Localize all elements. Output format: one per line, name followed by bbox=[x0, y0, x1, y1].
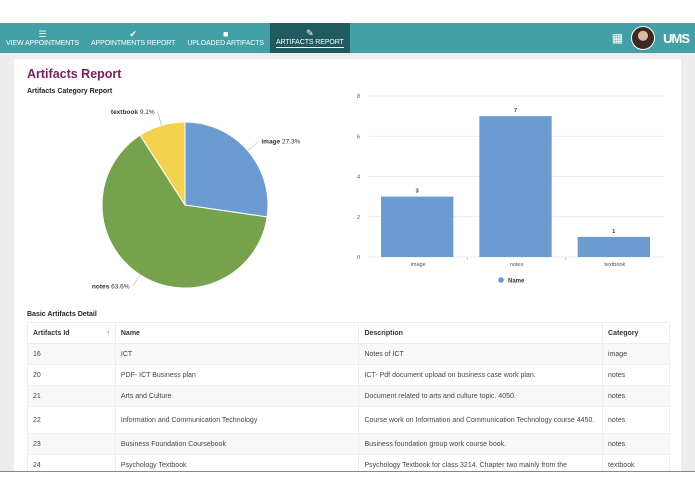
sort-arrow-icon[interactable]: ↑ bbox=[106, 329, 110, 337]
table-cell: notes bbox=[602, 406, 670, 434]
ums-logo[interactable]: UMS bbox=[663, 30, 690, 46]
table-cell: 20 bbox=[27, 364, 116, 386]
y-tick-label: 2 bbox=[357, 215, 360, 221]
pie-slice-notes bbox=[101, 134, 268, 289]
bar-value-label: 1 bbox=[612, 229, 615, 235]
table-cell: notes bbox=[602, 433, 670, 455]
bar-image bbox=[381, 196, 454, 257]
bottom-bar bbox=[0, 471, 695, 494]
bar-value-label: 7 bbox=[514, 108, 517, 114]
table-cell: notes bbox=[602, 364, 670, 386]
tab-label: APPOINTMENTS REPORT bbox=[90, 40, 176, 47]
edit-icon: ✎ bbox=[306, 28, 314, 38]
table-cell: PDF- ICT Business plan bbox=[114, 364, 360, 386]
pie-label: textbook 9.1% bbox=[111, 109, 155, 116]
table-cell: Business foundation group work course bo… bbox=[358, 433, 604, 455]
y-tick-label: 4 bbox=[357, 175, 360, 181]
avatar[interactable] bbox=[631, 26, 656, 50]
table-row[interactable]: 16 ICT Notes of ICT image bbox=[27, 343, 670, 365]
bar-textbook bbox=[577, 236, 650, 257]
pie-label: notes 63.6% bbox=[92, 284, 130, 291]
x-tick-label: image bbox=[411, 262, 426, 268]
tab-appointments-report[interactable]: ✔ APPOINTMENTS REPORT bbox=[85, 23, 181, 53]
table-cell: Arts and Culture bbox=[114, 385, 360, 407]
table-cell: 16 bbox=[27, 343, 116, 365]
table-cell: ICT- Pdf document upload on business cas… bbox=[358, 364, 604, 386]
pie-slice-image bbox=[184, 121, 269, 218]
check-icon: ✔ bbox=[129, 29, 137, 39]
artifacts-table: Artifacts Id ↑ Name Description Category 16 IC… bbox=[27, 322, 670, 476]
table-cell: image bbox=[602, 343, 670, 365]
table-cell: Course work on Information and Communica… bbox=[358, 406, 604, 434]
legend-label: Name bbox=[508, 279, 525, 285]
table-cell: notes bbox=[602, 385, 670, 407]
y-tick-label: 0 bbox=[357, 255, 360, 261]
bar-value-label: 3 bbox=[416, 189, 419, 195]
y-tick-label: 8 bbox=[357, 94, 360, 100]
pie-label: image 27.3% bbox=[261, 139, 300, 146]
header-label: Category bbox=[608, 329, 639, 337]
bar-notes bbox=[479, 116, 552, 257]
table-row[interactable]: 23 Business Foundation Coursebook Business… bbox=[27, 433, 670, 455]
table-cell: Document related to arts and culture top… bbox=[358, 385, 604, 407]
table-cell: 22 bbox=[27, 406, 116, 434]
column-header[interactable]: Category bbox=[602, 322, 670, 344]
pie-slice-textbook bbox=[139, 121, 186, 207]
column-header[interactable]: Name bbox=[114, 322, 360, 344]
table-cell: 21 bbox=[27, 385, 116, 407]
header-label: Artifacts Id bbox=[33, 329, 70, 337]
table-row[interactable]: 22 Information and Communication Technolo… bbox=[27, 406, 670, 434]
table-cell: Information and Communication Technology bbox=[114, 406, 360, 434]
top-nav: ☰ VIEW APPOINTMENTS ✔ APPOINTMENTS REPORT ■ U… bbox=[0, 23, 695, 53]
pie-leader-line bbox=[132, 274, 141, 287]
tab-artifacts-report[interactable]: ✎ ARTIFACTS REPORT bbox=[269, 23, 350, 53]
table-header-row: Artifacts Id ↑ Name Description Category bbox=[27, 322, 670, 344]
table-row[interactable]: 21 Arts and Culture Document related to ar… bbox=[27, 385, 670, 407]
apps-grid-icon[interactable]: ▦ bbox=[611, 31, 624, 45]
column-header[interactable]: Artifacts Id ↑ bbox=[27, 322, 116, 344]
header-label: Name bbox=[120, 329, 140, 337]
folder-icon: ■ bbox=[222, 29, 229, 39]
table-title: Basic Artifacts Detail bbox=[27, 311, 97, 318]
table-row[interactable]: 20 PDF- ICT Business plan ICT- Pdf documen… bbox=[27, 364, 670, 386]
x-tick-label: textbook bbox=[604, 262, 625, 268]
report-card: Artifacts Report Artifacts Category Repo… bbox=[14, 59, 681, 476]
list-icon: ☰ bbox=[38, 29, 47, 39]
top-band bbox=[0, 0, 695, 23]
x-tick-label: notes bbox=[510, 262, 524, 268]
tab-label: VIEW APPOINTMENTS bbox=[6, 40, 79, 47]
tab-label: ARTIFACTS REPORT bbox=[275, 39, 344, 48]
page-title: Artifacts Report bbox=[27, 67, 122, 81]
tab-view-appointments[interactable]: ☰ VIEW APPOINTMENTS bbox=[0, 23, 85, 53]
header-label: Description bbox=[364, 329, 403, 337]
tab-uploaded-artifacts[interactable]: ■ UPLOADED ARTIFACTS bbox=[181, 23, 270, 53]
charts: image 27.3% notes 63.6% textbook 9.1% 0 2 4 6 8… bbox=[92, 94, 664, 291]
table-cell: ICT bbox=[114, 343, 360, 365]
table-cell: Notes of ICT bbox=[358, 343, 604, 365]
tab-label: UPLOADED ARTIFACTS bbox=[187, 40, 264, 47]
pie-title: Artifacts Category Report bbox=[27, 88, 113, 95]
legend-swatch bbox=[498, 277, 504, 283]
y-tick-label: 6 bbox=[357, 134, 360, 140]
table-cell: 23 bbox=[27, 433, 116, 455]
column-header[interactable]: Description bbox=[358, 322, 604, 344]
page: Artifacts Report Artifacts Category Repo… bbox=[0, 53, 695, 476]
pie-leader-line bbox=[247, 141, 259, 151]
pie-leader-line bbox=[157, 111, 162, 126]
table-cell: Business Foundation Coursebook bbox=[114, 433, 360, 455]
